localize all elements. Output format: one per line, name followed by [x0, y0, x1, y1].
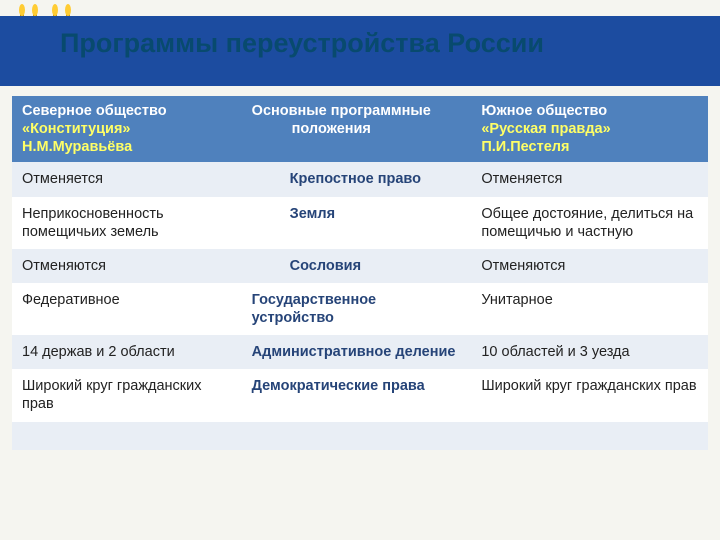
table-body: Отменяется Крепостное право Отменяется Н… — [12, 162, 708, 449]
header-right-l1: Южное общество — [481, 103, 607, 119]
cell-right: 10 областей и 3 уезда — [471, 335, 708, 369]
cell-mid: Земля — [242, 197, 472, 249]
cell-left: Отменяются — [12, 249, 242, 283]
header-right-l2: «Русская правда» — [481, 121, 610, 137]
cell-right: Унитарное — [471, 283, 708, 335]
cell-left: Неприкосновенность помещичьих земель — [12, 197, 242, 249]
page-title: Программы переустройства России — [60, 28, 710, 59]
cell-left: 14 держав и 2 области — [12, 335, 242, 369]
table-row: Широкий круг гражданских прав Демократич… — [12, 369, 708, 421]
table-row: Отменяется Крепостное право Отменяется — [12, 162, 708, 196]
cell-left — [12, 422, 242, 450]
cell-right: Отменяется — [471, 162, 708, 196]
table-header-row: Северное общество «Конституция» Н.М.Мура… — [12, 96, 708, 162]
header-mid-l2: положения — [252, 121, 371, 137]
header-right: Южное общество «Русская правда» П.И.Пест… — [471, 96, 708, 162]
header-mid-l1: Основные программные — [252, 103, 431, 119]
cell-left: Отменяется — [12, 162, 242, 196]
cell-mid — [242, 422, 472, 450]
cell-mid: Государственное устройство — [242, 283, 472, 335]
table-row: Неприкосновенность помещичьих земель Зем… — [12, 197, 708, 249]
cell-left: Федеративное — [12, 283, 242, 335]
header-right-l3: П.И.Пестеля — [481, 139, 569, 155]
table-row: Федеративное Государственное устройство … — [12, 283, 708, 335]
cell-mid: Сословия — [242, 249, 472, 283]
header-mid: Основные программные положения — [242, 96, 472, 162]
header-left-l1: Северное общество — [22, 103, 167, 119]
cell-mid: Крепостное право — [242, 162, 472, 196]
cell-right: Широкий круг гражданских прав — [471, 369, 708, 421]
cell-mid: Административное деление — [242, 335, 472, 369]
table-row — [12, 422, 708, 450]
table-row: 14 держав и 2 области Административное д… — [12, 335, 708, 369]
cell-right — [471, 422, 708, 450]
comparison-table-wrap: Северное общество «Конституция» Н.М.Мура… — [12, 96, 708, 450]
header-left-l2: «Конституция» — [22, 121, 131, 137]
cell-left: Широкий круг гражданских прав — [12, 369, 242, 421]
header-left: Северное общество «Конституция» Н.М.Мура… — [12, 96, 242, 162]
cell-right: Отменяются — [471, 249, 708, 283]
cell-mid: Демократические права — [242, 369, 472, 421]
comparison-table: Северное общество «Конституция» Н.М.Мура… — [12, 96, 708, 450]
table-row: Отменяются Сословия Отменяются — [12, 249, 708, 283]
header-left-l3: Н.М.Муравьёва — [22, 139, 132, 155]
cell-right: Общее достояние, делиться на помещичью и… — [471, 197, 708, 249]
